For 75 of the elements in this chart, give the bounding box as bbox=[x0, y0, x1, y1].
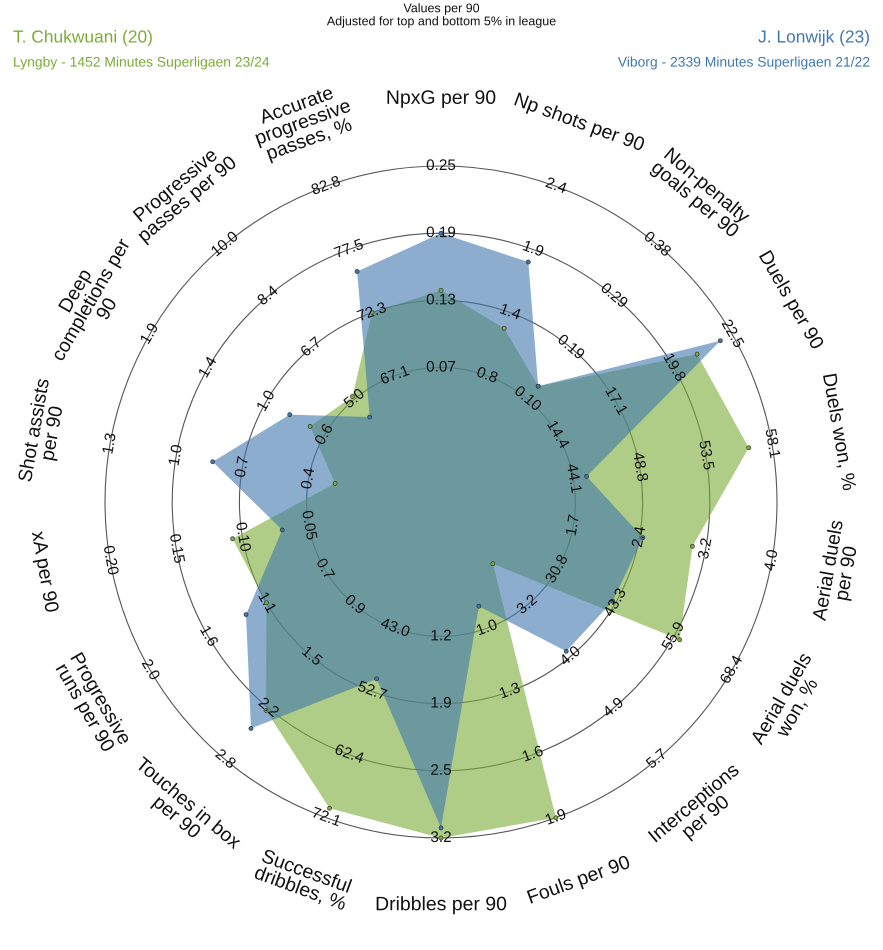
text: 5.7 bbox=[645, 748, 668, 769]
text: 2.8 bbox=[214, 748, 237, 769]
text: 0.19 bbox=[557, 333, 586, 360]
text: 0.6 bbox=[314, 422, 334, 446]
spoke-label: Np shots per 90 bbox=[512, 92, 646, 155]
text: 1.0 bbox=[168, 444, 182, 466]
text: 2.2 bbox=[258, 696, 280, 718]
text: 2.4 bbox=[545, 176, 568, 194]
text: 6.7 bbox=[300, 336, 322, 358]
spoke-label: Duels won, % bbox=[820, 373, 858, 492]
spoke-label: Fouls per 90 bbox=[526, 854, 632, 908]
spoke-label: Shot assists per 90 bbox=[17, 378, 66, 482]
text: J. Lonwijk (23) bbox=[758, 30, 869, 46]
text: 1.5 bbox=[302, 645, 324, 666]
text: 4.0 bbox=[558, 644, 581, 666]
text: 1.9 bbox=[432, 696, 451, 708]
text: 62.4 bbox=[334, 743, 365, 764]
text: 1.9 bbox=[544, 808, 567, 825]
text: 1.7 bbox=[565, 514, 579, 536]
text: 1.4 bbox=[198, 356, 217, 378]
text: 0.10 bbox=[514, 384, 543, 412]
text: Lyngby - 1452 Minutes Superligaen 23/24 bbox=[14, 56, 270, 70]
text: 5.0 bbox=[342, 387, 365, 409]
text: 58.1 bbox=[765, 428, 781, 458]
text: 1.0 bbox=[476, 618, 498, 636]
text: 48.8 bbox=[632, 452, 649, 482]
text: 0.7 bbox=[316, 557, 336, 580]
text: 1.4 bbox=[500, 303, 522, 320]
text: 0.29 bbox=[600, 282, 629, 308]
text: 72.3 bbox=[356, 301, 387, 322]
text: 4.0 bbox=[763, 549, 778, 572]
text: 44.1 bbox=[566, 463, 582, 494]
text: 1.9 bbox=[139, 322, 159, 344]
text: 82.8 bbox=[310, 175, 341, 195]
text: 53.5 bbox=[699, 440, 715, 470]
text: 8.4 bbox=[256, 284, 279, 306]
text: 1.3 bbox=[102, 432, 116, 454]
text: 0.13 bbox=[426, 294, 456, 304]
text: 0.4 bbox=[300, 467, 314, 490]
text: 2.0 bbox=[142, 658, 161, 681]
text: T. Chukwuani (20) bbox=[13, 30, 152, 46]
text: 3.2 bbox=[697, 538, 712, 560]
text: 2.4 bbox=[631, 526, 646, 548]
text: 0.7 bbox=[234, 456, 248, 478]
text: 0.15 bbox=[170, 533, 186, 564]
spoke-label: Aerial duels per 90 bbox=[811, 520, 861, 622]
text: Viborg - 2339 Minutes Superligaen 21/22 bbox=[618, 56, 870, 70]
spoke-label: Dribbles per 90 bbox=[376, 896, 506, 914]
text: 0.05 bbox=[302, 510, 318, 540]
text: 0.20 bbox=[104, 545, 120, 576]
text: 1.1 bbox=[258, 591, 278, 614]
text: 0.9 bbox=[344, 593, 367, 614]
text: 0.38 bbox=[643, 230, 672, 257]
text: 67.1 bbox=[379, 364, 410, 384]
text: 1.6 bbox=[522, 744, 544, 762]
text: 10.0 bbox=[210, 230, 239, 257]
spoke-label: xA per 90 bbox=[28, 530, 60, 614]
text: 43.0 bbox=[380, 617, 411, 638]
text: 3.2 bbox=[515, 593, 538, 615]
text: 0.10 bbox=[236, 522, 252, 552]
text: 1.3 bbox=[498, 682, 521, 699]
text: 0.8 bbox=[476, 366, 499, 383]
chart-title: Values per 90 bbox=[403, 3, 480, 15]
text: 72.1 bbox=[311, 806, 342, 826]
text: 77.5 bbox=[334, 238, 364, 258]
text: 1.9 bbox=[522, 240, 545, 257]
text: 0.07 bbox=[426, 360, 456, 372]
text: 4.9 bbox=[602, 696, 624, 718]
text: 1.0 bbox=[256, 389, 275, 412]
chart-subtitle: Adjusted for top and bottom 5% in league bbox=[326, 16, 556, 28]
text: 52.7 bbox=[357, 680, 388, 700]
spoke-label: NpxG per 90 bbox=[387, 90, 496, 108]
text: 2.5 bbox=[431, 764, 451, 775]
text: 1.6 bbox=[200, 624, 220, 648]
text: 1.2 bbox=[432, 630, 451, 640]
